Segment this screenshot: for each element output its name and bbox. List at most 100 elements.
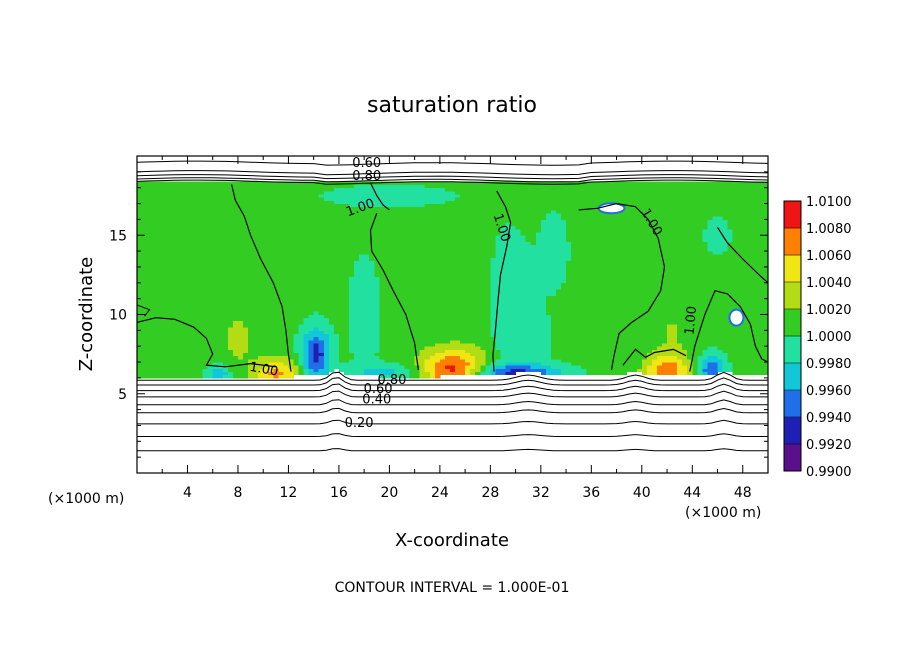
field-cell — [465, 200, 471, 204]
field-cell — [283, 270, 289, 274]
field-cell — [162, 285, 168, 290]
field-cell — [177, 371, 183, 376]
field-cell — [419, 241, 426, 246]
field-cell — [243, 200, 249, 204]
field-cell — [177, 184, 183, 189]
field-cell — [283, 209, 289, 214]
field-cell — [147, 247, 153, 252]
field-cell — [394, 244, 400, 249]
field-cell — [455, 365, 461, 369]
field-cell — [137, 304, 143, 309]
field-cell — [192, 203, 198, 208]
field-cell — [162, 327, 168, 331]
field-cell — [137, 225, 143, 230]
field-cell — [167, 216, 173, 220]
field-cell — [540, 298, 547, 303]
field-cell — [278, 320, 284, 325]
field-cell — [510, 190, 516, 195]
field-cell — [328, 263, 335, 268]
field-cell — [409, 209, 416, 214]
field-cell — [253, 282, 259, 287]
field-cell — [465, 260, 471, 265]
field-cell — [162, 219, 168, 223]
field-cell — [535, 346, 542, 350]
field-cell — [354, 285, 360, 290]
field-cell — [379, 235, 385, 239]
field-cell — [152, 187, 158, 192]
field-cell — [349, 327, 355, 331]
field-cell — [359, 279, 365, 284]
field-cell — [394, 368, 400, 372]
field-cell — [525, 235, 532, 239]
field-cell — [152, 251, 158, 255]
field-cell — [308, 365, 315, 369]
field-cell — [248, 308, 254, 312]
field-cell — [147, 238, 153, 242]
field-cell — [439, 219, 446, 223]
field-cell — [217, 358, 224, 363]
field-cell — [283, 279, 289, 284]
field-cell — [354, 304, 360, 309]
field-cell — [505, 301, 511, 306]
field-cell — [520, 209, 527, 214]
field-cell — [167, 333, 173, 338]
field-cell — [333, 308, 340, 312]
field-cell — [278, 228, 284, 233]
field-cell — [137, 184, 143, 189]
field-cell — [303, 197, 310, 201]
field-cell — [364, 324, 370, 328]
field-cell — [308, 285, 315, 290]
field-cell — [258, 336, 264, 341]
field-cell — [137, 358, 143, 363]
field-cell — [384, 251, 390, 255]
field-cell — [540, 368, 547, 372]
field-cell — [303, 352, 310, 357]
field-cell — [424, 222, 431, 227]
field-cell — [455, 320, 461, 325]
field-cell — [308, 324, 315, 328]
field-cell — [263, 270, 269, 274]
field-cell — [217, 289, 224, 293]
field-cell — [369, 346, 375, 350]
field-cell — [293, 292, 299, 296]
field-cell — [147, 276, 153, 281]
field-cell — [520, 304, 527, 309]
field-cell — [535, 206, 542, 211]
field-cell — [192, 197, 198, 201]
field-cell — [303, 257, 310, 262]
field-cell — [142, 301, 148, 306]
field-cell — [545, 358, 552, 363]
field-cell — [399, 238, 405, 242]
field-cell — [369, 266, 375, 271]
field-cell — [475, 336, 481, 341]
field-cell — [328, 184, 335, 189]
field-cell — [404, 336, 410, 341]
field-cell — [137, 228, 143, 233]
field-cell — [273, 346, 279, 350]
field-cell — [258, 349, 264, 353]
field-cell — [490, 304, 496, 309]
field-cell — [359, 298, 365, 303]
field-cell — [475, 260, 481, 265]
field-cell — [495, 206, 501, 211]
field-cell — [323, 327, 330, 331]
field-cell — [237, 330, 244, 334]
field-cell — [480, 213, 486, 217]
field-cell — [217, 327, 224, 331]
field-cell — [525, 203, 532, 208]
field-cell — [364, 343, 370, 347]
field-cell — [237, 260, 244, 265]
field-cell — [258, 282, 264, 287]
field-cell — [505, 187, 511, 192]
field-cell — [343, 222, 350, 227]
field-cell — [480, 206, 486, 211]
field-cell — [540, 209, 547, 214]
field-cell — [212, 270, 219, 274]
field-cell — [394, 365, 400, 369]
field-cell — [515, 209, 522, 214]
field-cell — [258, 203, 264, 208]
field-cell — [485, 251, 491, 255]
field-cell — [490, 247, 496, 252]
field-cell — [359, 308, 365, 312]
field-cell — [485, 365, 491, 369]
